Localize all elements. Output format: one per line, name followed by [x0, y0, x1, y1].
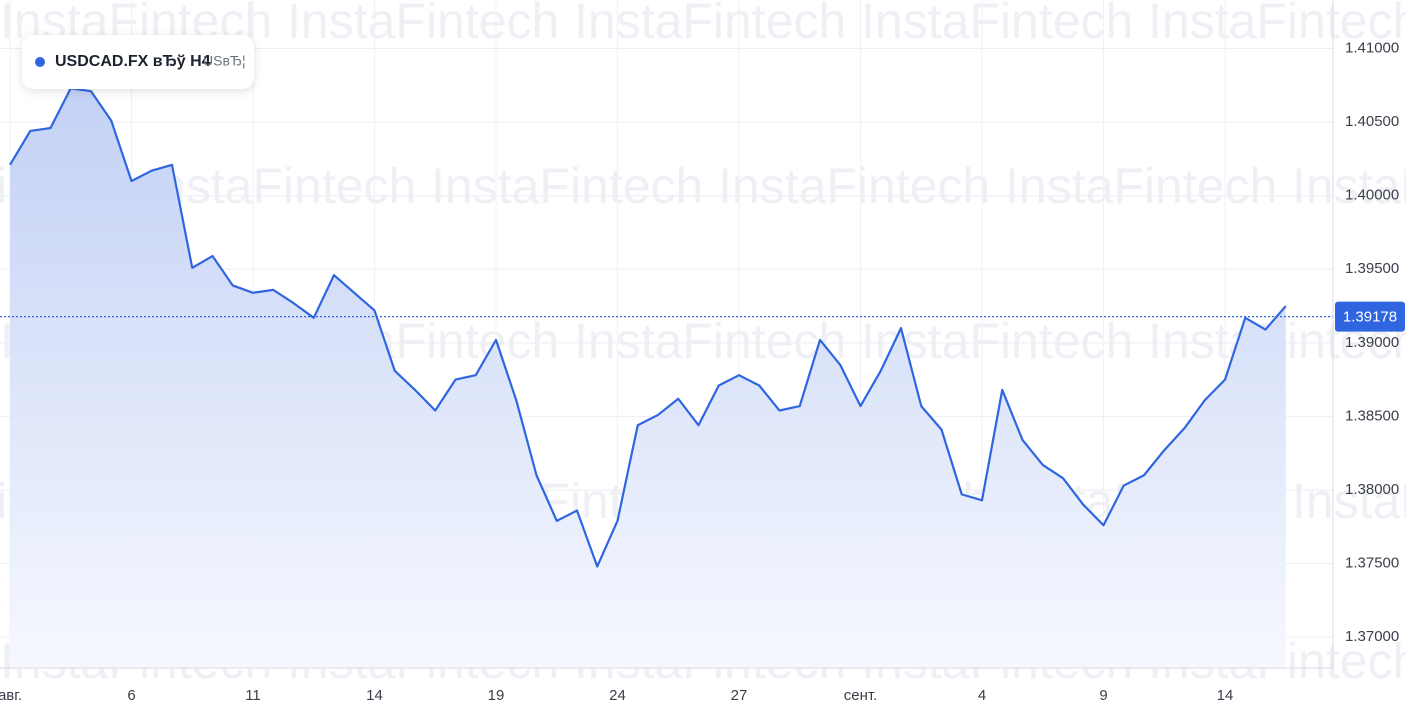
y-tick-label: 1.39000	[1345, 334, 1399, 351]
x-tick-label: сент.	[844, 687, 878, 704]
x-tick-label: 4	[978, 687, 986, 704]
x-tick-label: 14	[366, 687, 383, 704]
legend-subtitle: USвЂ¦	[203, 53, 246, 69]
watermark: InstaFintech	[574, 0, 846, 49]
line	[9, 87, 1287, 568]
legend: USDCAD.FX вЂў H4 USвЂ¦	[22, 35, 254, 89]
x-tick-label: 9	[1099, 687, 1107, 704]
plot	[0, 87, 1333, 668]
y-tick-label: 1.41000	[1345, 40, 1399, 57]
x-tick-label: 6	[127, 687, 135, 704]
y-tick-label: 1.40500	[1345, 113, 1399, 130]
watermark: InstaFintech	[861, 0, 1133, 49]
last-price-label: 1.39178	[1343, 309, 1397, 326]
y-tick-label: 1.40000	[1345, 187, 1399, 204]
watermark: InstaFintech	[431, 158, 703, 214]
x-tick-label: 11	[245, 687, 261, 704]
y-tick-label: 1.37500	[1345, 555, 1399, 572]
x-tick-label: 19	[488, 687, 505, 704]
watermark: InstaFintech	[574, 313, 846, 369]
y-tick-label: 1.39500	[1345, 260, 1399, 277]
legend-title: USDCAD.FX вЂў H4	[55, 53, 211, 70]
watermark: InstaFintech	[1148, 0, 1406, 49]
legend-dot	[35, 57, 45, 67]
y-tick-label: 1.38500	[1345, 407, 1399, 424]
watermark: InstaFintech	[1292, 473, 1406, 529]
axes: 1.37000 1.37500 1.38000 1.38500 1.39000 1.395…	[0, 40, 1405, 704]
x-tick-label: 27	[731, 687, 748, 704]
watermark: InstaFintech	[1292, 158, 1406, 214]
watermark: InstaFintech	[287, 0, 559, 49]
watermark: InstaFintech	[718, 158, 990, 214]
last-price-box	[1335, 301, 1405, 332]
x-tick-label: авг.	[0, 687, 22, 704]
watermark: InstaFintech	[144, 158, 416, 214]
x-tick-label: 14	[1217, 687, 1234, 704]
y-tick-label: 1.37000	[1345, 628, 1399, 645]
y-tick-label: 1.38000	[1345, 481, 1399, 498]
legend-box	[22, 35, 254, 89]
x-tick-label: 24	[609, 687, 626, 704]
watermark: InstaFintech	[1005, 158, 1277, 214]
area	[10, 88, 1286, 668]
